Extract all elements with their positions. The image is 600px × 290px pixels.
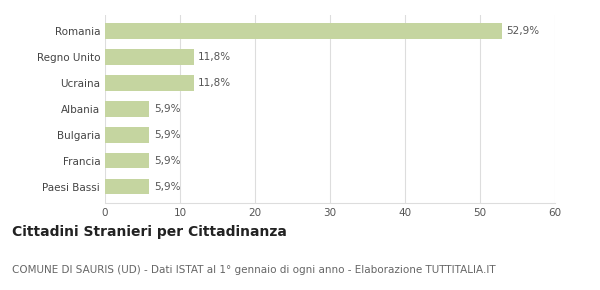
Bar <box>105 127 149 142</box>
Text: 5,9%: 5,9% <box>154 182 180 192</box>
Bar <box>105 101 149 117</box>
Bar <box>105 179 149 194</box>
Text: Cittadini Stranieri per Cittadinanza: Cittadini Stranieri per Cittadinanza <box>12 225 287 239</box>
Text: 11,8%: 11,8% <box>198 78 231 88</box>
Bar <box>105 23 502 39</box>
Bar <box>105 49 193 65</box>
Bar <box>105 153 149 168</box>
Text: 5,9%: 5,9% <box>154 156 180 166</box>
Bar <box>105 75 193 90</box>
Text: 52,9%: 52,9% <box>506 26 539 36</box>
Text: COMUNE DI SAURIS (UD) - Dati ISTAT al 1° gennaio di ogni anno - Elaborazione TUT: COMUNE DI SAURIS (UD) - Dati ISTAT al 1°… <box>12 264 496 275</box>
Text: 5,9%: 5,9% <box>154 130 180 140</box>
Text: 11,8%: 11,8% <box>198 52 231 62</box>
Text: 5,9%: 5,9% <box>154 104 180 114</box>
